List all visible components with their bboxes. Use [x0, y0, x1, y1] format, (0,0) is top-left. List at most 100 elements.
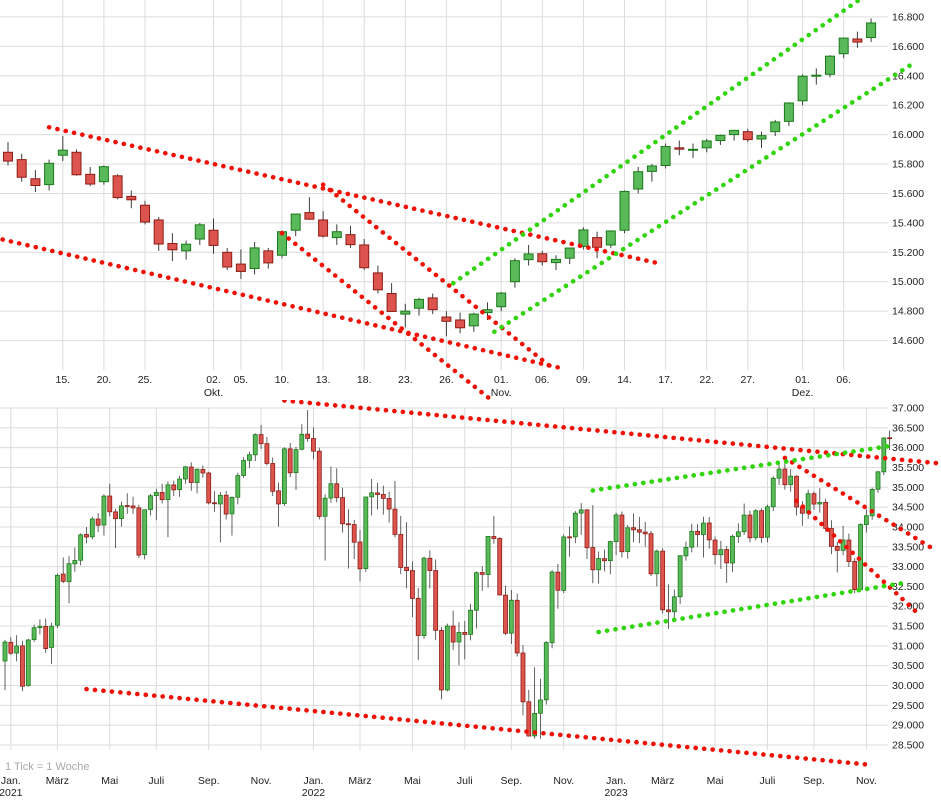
bullish-candle: [468, 313, 479, 327]
bullish-candle: [825, 55, 835, 75]
bearish-candle: [497, 538, 503, 596]
bullish-candle: [523, 253, 534, 261]
bearish-candle: [270, 463, 276, 492]
trendline-up-channel-lower: [492, 61, 915, 335]
bearish-candle: [433, 570, 439, 631]
bullish-candle: [561, 536, 567, 591]
tick-interval-note: 1 Tick = 1 Woche: [5, 761, 90, 773]
bearish-candle: [380, 494, 386, 499]
bullish-candle: [654, 550, 660, 575]
bullish-candle: [689, 531, 695, 548]
bearish-candle: [107, 495, 113, 513]
bullish-candle: [633, 171, 644, 190]
bearish-candle: [584, 509, 590, 549]
bullish-candle: [788, 475, 794, 485]
x-axis-label: Jan.: [606, 775, 626, 787]
bullish-candle: [241, 460, 247, 476]
x-axis-label: 06.: [836, 374, 851, 386]
x-axis-label: Jan.: [304, 775, 324, 787]
bullish-candle: [509, 260, 520, 283]
bullish-candle: [671, 596, 677, 613]
bearish-candle: [372, 272, 383, 291]
bullish-candle: [783, 102, 794, 122]
bullish-candle: [718, 549, 724, 556]
bearish-candle: [462, 632, 468, 635]
bullish-candle: [328, 483, 334, 499]
bullish-candle: [468, 609, 474, 635]
bearish-candle: [136, 507, 142, 556]
y-axis-label: 31.000: [892, 640, 924, 652]
bullish-candle: [688, 148, 698, 151]
bearish-candle: [712, 539, 718, 556]
bearish-candle: [95, 518, 101, 526]
bullish-candle: [753, 510, 759, 539]
bullish-candle: [37, 625, 43, 629]
bullish-candle: [363, 496, 369, 569]
bearish-candle: [642, 531, 648, 535]
bullish-candle: [331, 231, 342, 239]
y-axis-label: 34.500: [892, 502, 924, 514]
bearish-candle: [602, 558, 607, 562]
bearish-candle: [359, 244, 370, 269]
x-axis-label: Sep.: [803, 775, 825, 787]
bearish-candle: [514, 599, 520, 654]
bearish-candle: [404, 566, 409, 571]
bullish-candle: [78, 534, 84, 561]
bullish-candle: [770, 477, 776, 508]
bullish-candle: [776, 468, 782, 479]
y-axis-label: 15.600: [892, 188, 924, 200]
trendline-down-channel-lower: [0, 236, 566, 371]
daily-chart-panel: 16.800 16.600 16.400 16.200 16.000 15.800 15.6…: [0, 0, 941, 400]
bearish-candle: [415, 597, 421, 636]
bullish-candle: [369, 492, 375, 498]
bearish-candle: [3, 151, 13, 162]
bullish-candle: [811, 74, 822, 77]
bearish-candle: [318, 219, 329, 237]
bullish-candle: [578, 229, 589, 247]
x-axis-label: 01.: [795, 374, 810, 386]
bearish-candle: [555, 571, 561, 591]
bearish-candle: [357, 541, 363, 570]
bullish-candle: [564, 247, 575, 259]
bullish-candle: [148, 495, 153, 510]
bearish-candle: [386, 292, 397, 312]
bearish-candle: [263, 250, 274, 264]
x-axis-label: 02.: [206, 374, 221, 386]
bearish-candle: [491, 536, 497, 539]
bearish-candle: [112, 175, 123, 199]
bearish-candle: [674, 147, 685, 150]
bearish-candle: [846, 539, 852, 562]
bearish-candle: [759, 510, 764, 538]
y-axis-label: 15.000: [892, 276, 924, 288]
bullish-candle: [572, 512, 578, 538]
bullish-candle: [869, 488, 875, 517]
bearish-candle: [30, 178, 41, 187]
trendline-down-channel-upper: [46, 124, 662, 266]
bullish-candle: [508, 599, 514, 634]
bearish-candle: [222, 251, 233, 268]
x-axis-label: 25.: [138, 374, 153, 386]
bullish-candle: [715, 134, 726, 141]
x-axis-label: Nov.: [251, 775, 272, 787]
bearish-candle: [8, 641, 14, 654]
y-axis-label: 30.000: [892, 680, 924, 692]
bearish-candle: [724, 549, 730, 564]
bearish-candle: [590, 547, 596, 571]
bearish-candle: [695, 530, 700, 535]
y-axis-label: 16.600: [892, 41, 924, 53]
x-axis-sublabel: 2021: [0, 787, 23, 799]
bearish-candle: [71, 151, 82, 176]
bullish-candle: [838, 37, 849, 55]
bearish-candle: [84, 534, 89, 538]
y-axis-label: 15.200: [892, 247, 924, 259]
bearish-candle: [159, 492, 165, 501]
bullish-candle: [881, 437, 887, 473]
bullish-candle: [660, 146, 671, 167]
x-axis-label: 09.: [576, 374, 591, 386]
bullish-candle: [25, 639, 31, 686]
bearish-candle: [439, 630, 444, 691]
y-axis-label: 15.800: [892, 159, 924, 171]
bearish-candle: [126, 195, 137, 201]
y-axis-label: 29.500: [892, 700, 924, 712]
y-axis-label: 33.500: [892, 541, 924, 553]
